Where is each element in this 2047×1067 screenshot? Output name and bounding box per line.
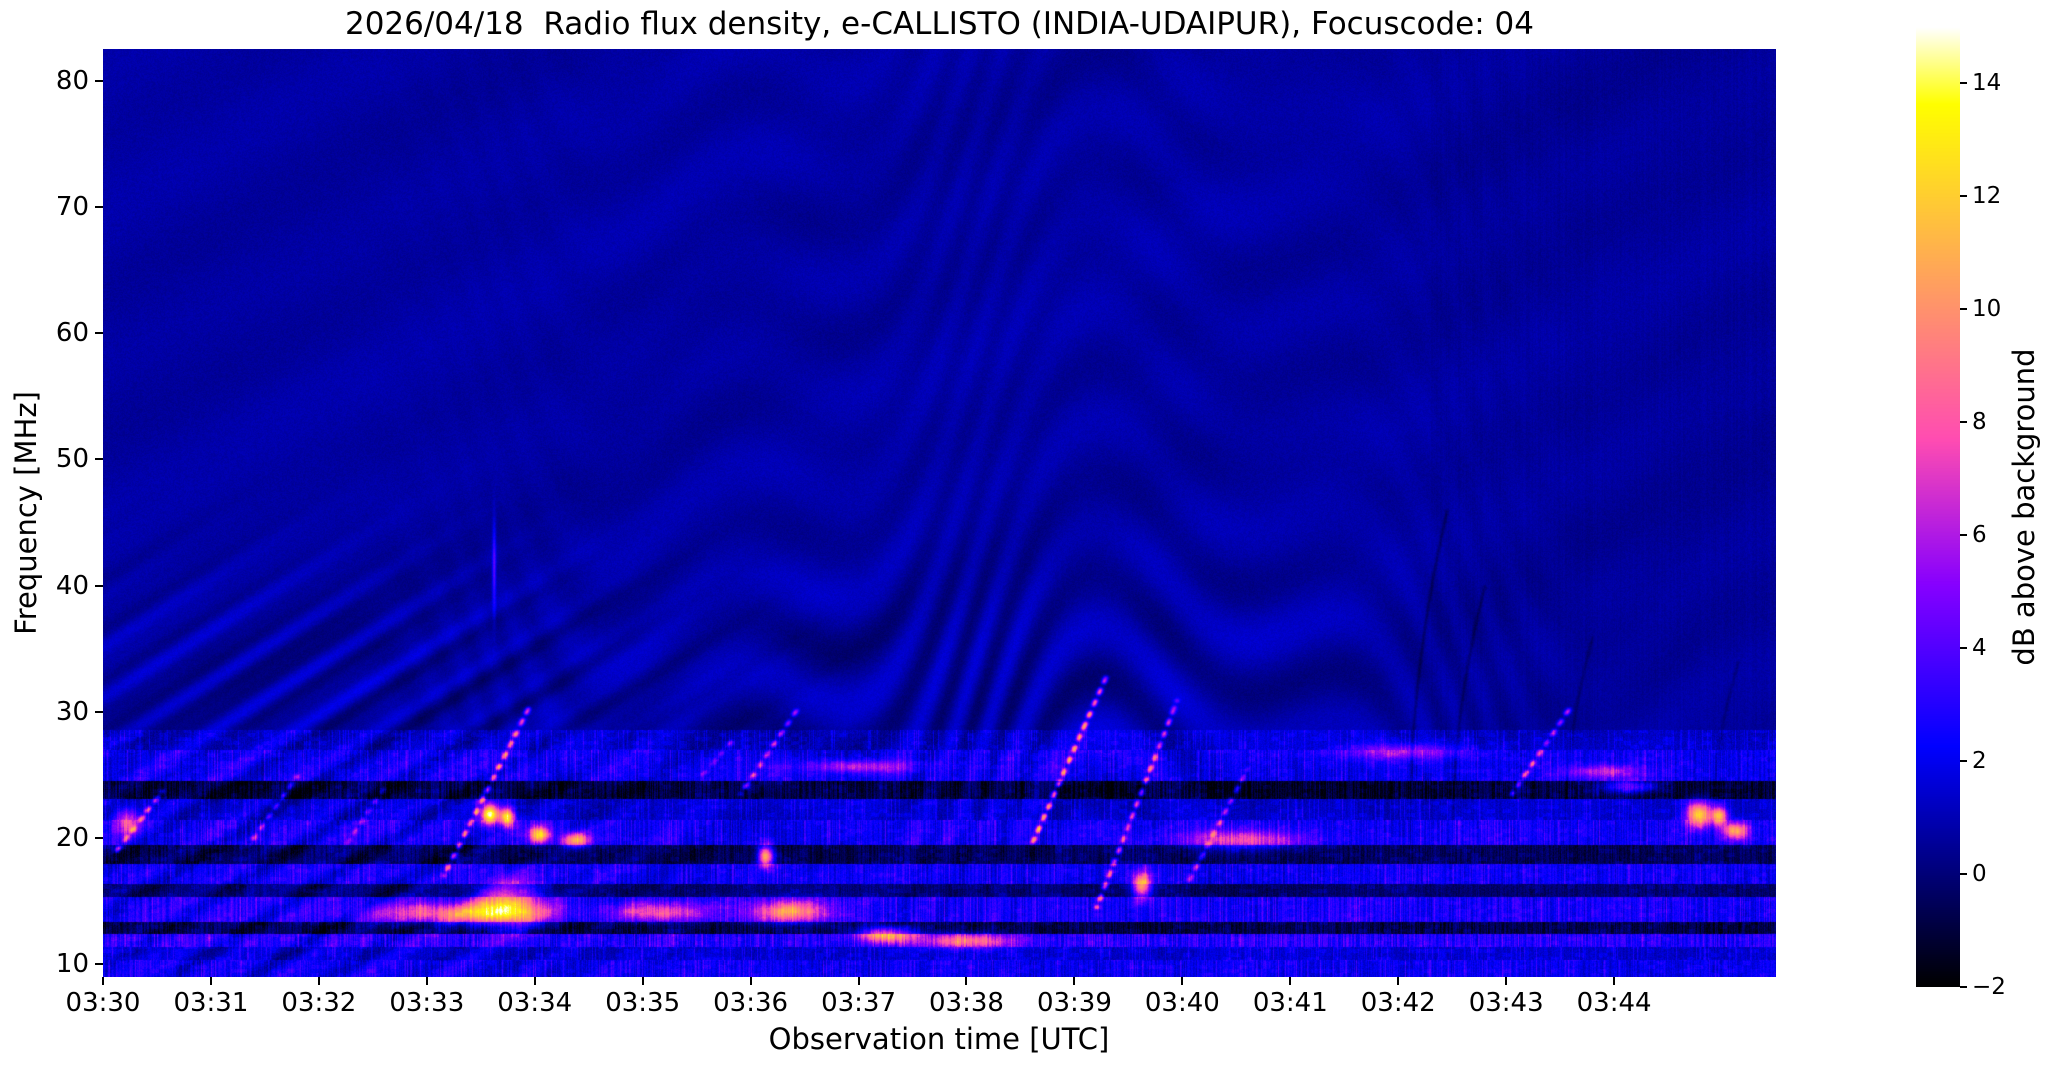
x-axis-tick-label: 03:38 xyxy=(929,988,1004,1018)
y-axis-tick xyxy=(95,332,103,335)
y-axis-tick xyxy=(95,584,103,587)
colorbar-canvas xyxy=(1916,27,1960,987)
colorbar-tick-label: 2 xyxy=(1972,748,1987,775)
colorbar-tick xyxy=(1960,534,1967,537)
colorbar-tick xyxy=(1960,647,1967,650)
x-axis-tick xyxy=(857,977,860,985)
colorbar xyxy=(1916,27,1960,987)
x-axis-tick xyxy=(1613,977,1616,985)
spectrogram-canvas xyxy=(103,49,1776,977)
colorbar-label: dB above background xyxy=(2007,348,2041,666)
y-axis-tick xyxy=(95,963,103,966)
y-axis-tick-label: 50 xyxy=(55,444,89,475)
colorbar-tick-label: 14 xyxy=(1972,70,2002,97)
colorbar-tick-label: 12 xyxy=(1972,183,2002,210)
page-title: 2026/04/18 Radio flux density, e-CALLIST… xyxy=(344,6,1535,42)
y-axis-tick xyxy=(95,205,103,208)
x-axis-tick xyxy=(1397,977,1400,985)
y-axis-tick-label: 20 xyxy=(55,823,89,854)
x-axis-tick-label: 03:30 xyxy=(65,988,141,1018)
x-axis-tick xyxy=(749,977,752,985)
x-axis-tick xyxy=(1289,977,1292,985)
colorbar-tick xyxy=(1960,873,1967,876)
colorbar-tick-label: 4 xyxy=(1972,635,1987,662)
y-axis-tick-label: 30 xyxy=(55,696,89,727)
y-axis-tick xyxy=(95,79,103,82)
y-axis-tick-label: 10 xyxy=(55,949,89,980)
x-axis-tick-label: 03:32 xyxy=(281,988,357,1018)
x-axis-tick xyxy=(317,977,320,985)
colorbar-tick xyxy=(1960,421,1967,424)
x-axis-tick xyxy=(102,977,104,985)
y-axis-tick-label: 60 xyxy=(55,318,89,349)
colorbar-tick-label: −2 xyxy=(1972,974,2006,1000)
colorbar-tick xyxy=(1960,82,1967,85)
x-axis-tick-label: 03:33 xyxy=(389,988,465,1018)
x-axis-tick-label: 03:43 xyxy=(1468,988,1544,1018)
y-axis-tick-label: 70 xyxy=(55,191,89,222)
x-axis-tick xyxy=(425,977,428,985)
colorbar-tick-label: 6 xyxy=(1972,522,1987,549)
x-axis-tick-label: 03:36 xyxy=(713,988,789,1018)
colorbar-tick-label: 10 xyxy=(1972,296,2002,323)
x-axis-tick-label: 03:44 xyxy=(1576,988,1652,1018)
x-axis-tick-label: 03:34 xyxy=(497,988,573,1018)
x-axis-tick xyxy=(641,977,644,985)
x-axis-tick xyxy=(1505,977,1508,985)
x-axis-tick-label: 03:31 xyxy=(173,988,249,1018)
x-axis-tick-label: 03:35 xyxy=(605,988,681,1018)
x-axis-tick-label: 03:37 xyxy=(821,988,897,1018)
colorbar-tick xyxy=(1960,195,1967,198)
x-axis-tick-label: 03:42 xyxy=(1360,988,1436,1018)
x-axis-tick xyxy=(1073,977,1076,985)
colorbar-tick xyxy=(1960,308,1967,311)
x-axis-tick xyxy=(209,977,212,985)
colorbar-tick xyxy=(1960,986,1967,988)
x-axis-tick xyxy=(533,977,536,985)
colorbar-tick-label: 8 xyxy=(1972,409,1987,436)
x-axis-tick-label: 03:39 xyxy=(1036,988,1112,1018)
y-axis-label: Frequency [MHz] xyxy=(9,391,43,635)
x-axis-tick-label: 03:41 xyxy=(1252,988,1328,1018)
x-axis-tick xyxy=(965,977,968,985)
y-axis-tick xyxy=(95,710,103,713)
y-axis-tick-label: 40 xyxy=(55,570,89,601)
spectrogram-plot xyxy=(103,49,1776,977)
x-axis-label: Observation time [UTC] xyxy=(768,1022,1110,1056)
x-axis-tick-label: 03:40 xyxy=(1144,988,1220,1018)
colorbar-tick xyxy=(1960,760,1967,763)
x-axis-tick xyxy=(1181,977,1184,985)
y-axis-tick xyxy=(95,837,103,840)
y-axis-tick-label: 80 xyxy=(55,65,89,96)
y-axis-tick xyxy=(95,458,103,461)
colorbar-tick-label: 0 xyxy=(1972,861,1987,888)
